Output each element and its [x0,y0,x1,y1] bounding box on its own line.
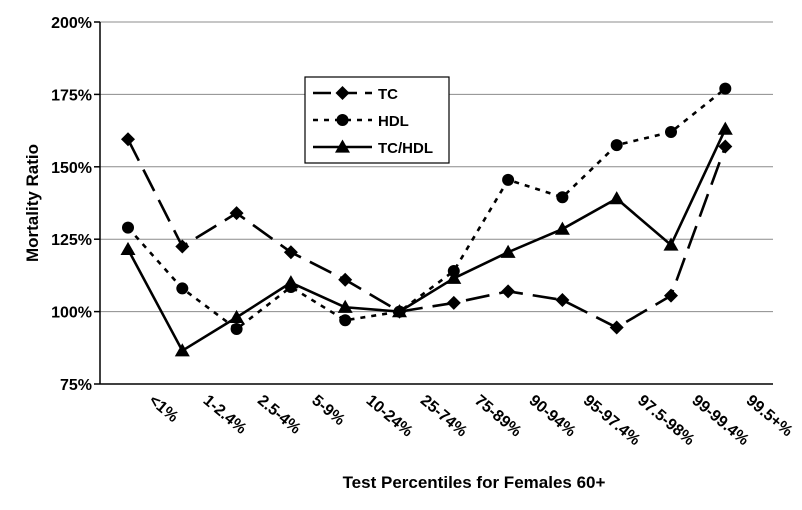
legend-label: TC/HDL [378,140,433,157]
data-point [446,270,462,284]
data-point [229,309,245,324]
data-point [446,295,461,310]
legend: TC HDL TC/HDL [304,76,450,164]
y-tick-label: 150% [51,160,92,177]
data-point [719,82,732,95]
data-point [121,132,135,147]
data-point [283,245,298,260]
data-point [556,191,569,204]
series-tc-hdl [120,121,733,357]
data-point [175,239,190,254]
series-tc [121,132,733,335]
data-point [664,288,678,303]
series-line [126,138,727,329]
y-tick-label: 125% [51,232,92,249]
data-point [555,293,570,308]
data-point [339,314,352,327]
data-point [665,126,677,139]
legend-label: HDL [378,113,409,130]
data-point [610,139,623,152]
data-point [717,121,733,135]
data-point [502,173,515,186]
y-axis-title: Mortality Ratio [23,144,42,262]
data-point [500,244,516,258]
data-point [609,191,625,205]
legend-label: TC [378,86,398,103]
data-point [609,320,624,335]
data-point [392,304,407,318]
data-point [120,241,136,255]
data-point [174,343,190,357]
legend-marker [336,114,349,126]
data-point [338,272,353,287]
data-point [663,237,679,251]
data-point [554,221,570,235]
data-point [230,322,243,335]
y-tick-label: 75% [60,377,92,394]
legend-marker [335,139,350,153]
x-axis-title: Test Percentiles for Females 60+ [343,473,606,492]
y-tick-label: 100% [51,305,92,322]
data-point [283,275,299,289]
data-point [176,282,189,295]
data-point [122,221,134,234]
series-line [126,128,727,352]
data-point [501,284,516,299]
legend-marker [335,86,350,100]
data-point [718,139,733,154]
series-line [127,87,727,331]
y-tick-labels: 75% 100% 125% 150% 175% 200% [51,15,100,394]
y-tick-label: 175% [51,87,92,104]
data-point [337,299,353,313]
data-point [229,206,244,221]
y-tick-label: 200% [51,15,92,32]
series [120,82,733,357]
